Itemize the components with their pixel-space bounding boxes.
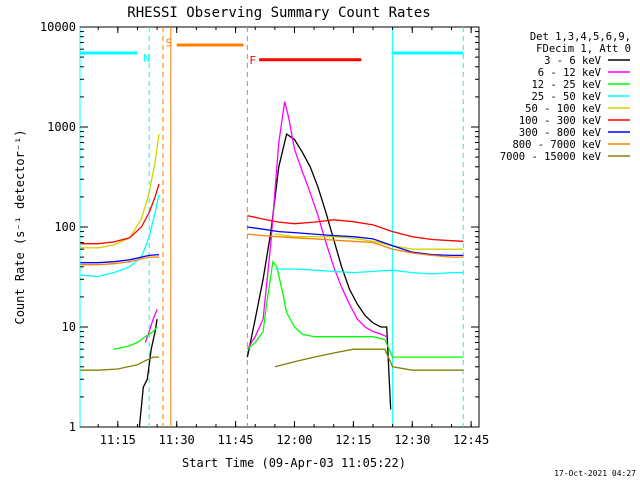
legend-label-2: 12 - 25 keV <box>531 79 601 91</box>
series-line-5 <box>80 183 464 245</box>
x-axis-label: Start Time (09-Apr-03 11:05:22) <box>182 456 406 470</box>
plot-frame <box>79 26 480 428</box>
y-axis-label: Count Rate (s⁻¹ detector⁻¹) <box>13 129 27 324</box>
legend-label-3: 25 - 50 keV <box>531 91 601 103</box>
x-tick-label-4: 12:15 <box>335 433 371 447</box>
x-tick-label-3: 12:00 <box>276 433 312 447</box>
series-line-7 <box>80 233 464 266</box>
legend-label-8: 7000 - 15000 keV <box>500 151 602 163</box>
y-tick-label-3: 1000 <box>47 120 76 134</box>
annotations: N S F <box>143 36 256 66</box>
y-tick-label-2: 100 <box>54 220 76 234</box>
y-tick-label-4: 10000 <box>40 20 76 34</box>
series-line-2 <box>113 260 464 358</box>
x-tick-label-0: 11:15 <box>100 433 136 447</box>
axes: 11:15 11:30 11:45 12:00 12:15 12:30 12:45 1 10 10… <box>40 20 489 447</box>
annotation-s: S <box>166 36 173 49</box>
annotation-n: N <box>143 52 150 65</box>
legend-label-5: 100 - 300 keV <box>519 115 602 127</box>
series-line-4 <box>80 134 464 250</box>
state-bars <box>80 43 464 62</box>
y-tick-label-0: 1 <box>69 420 76 434</box>
legend: Det 1,3,4,5,6,9,FDecim 1, Att 03 - 6 keV… <box>500 31 631 163</box>
y-tick-label-1: 10 <box>62 320 76 334</box>
annotation-f: F <box>249 54 256 67</box>
legend-label-0: 3 - 6 keV <box>544 55 602 67</box>
series-line-0 <box>138 133 392 428</box>
series-line-8 <box>80 348 464 371</box>
series-lines <box>80 101 464 428</box>
x-tick-label-1: 11:30 <box>159 433 195 447</box>
x-tick-label-6: 12:45 <box>453 433 489 447</box>
legend-label-6: 300 - 800 keV <box>519 127 602 139</box>
legend-label-7: 800 - 7000 keV <box>512 139 601 151</box>
vertical-marker-lines <box>79 27 464 427</box>
legend-label-1: 6 - 12 keV <box>538 67 602 79</box>
legend-header-0: Det 1,3,4,5,6,9, <box>530 31 631 43</box>
legend-label-4: 50 - 100 keV <box>525 103 602 115</box>
chart-title: RHESSI Observing Summary Count Rates <box>127 5 430 21</box>
series-line-6 <box>80 226 464 264</box>
series-line-1 <box>144 101 387 350</box>
legend-header-1: FDecim 1, Att 0 <box>536 43 631 55</box>
footer-timestamp: 17-Oct-2021 04:27 <box>554 469 636 478</box>
x-tick-label-2: 11:45 <box>218 433 254 447</box>
x-tick-label-5: 12:30 <box>394 433 430 447</box>
series-line-3 <box>80 194 464 278</box>
